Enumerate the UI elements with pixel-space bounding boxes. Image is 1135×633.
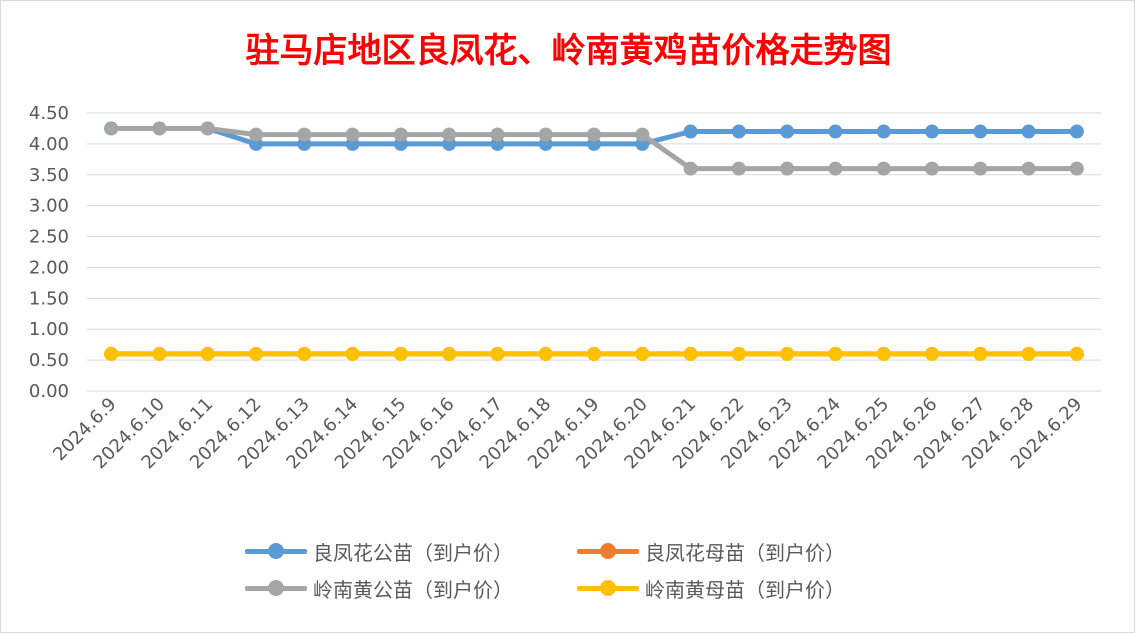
legend-swatch: [245, 533, 307, 569]
data-point: [1069, 346, 1084, 361]
data-point: [925, 124, 939, 139]
data-point: [876, 124, 891, 139]
data-point: [104, 346, 119, 361]
data-point: [490, 346, 505, 361]
legend-swatch: [577, 570, 639, 606]
data-point: [1021, 124, 1036, 139]
data-point: [538, 346, 553, 361]
data-point: [345, 346, 360, 361]
data-point: [780, 346, 795, 361]
data-point: [345, 127, 360, 142]
data-point: [393, 346, 408, 361]
data-point: [973, 346, 988, 361]
plot-area: 0.00 0.50 1.00 1.50 2.00 2.50 3.00 3.50 4.00 4.50…: [29, 103, 1101, 473]
y-tick-label: 0.50: [29, 350, 69, 371]
legend-item: 良凤花公苗（到户价）: [245, 533, 513, 569]
data-point: [249, 346, 263, 361]
data-point: [1021, 161, 1036, 176]
data-point: [1069, 124, 1084, 139]
data-point: [683, 161, 698, 176]
y-tick-label: 4.50: [29, 103, 69, 124]
data-point: [731, 124, 746, 139]
y-tick-label: 0.00: [29, 381, 69, 402]
legend-label: 良凤花公苗（到户价）: [313, 540, 513, 565]
data-point: [635, 127, 650, 142]
data-point: [973, 161, 988, 176]
data-point: [876, 346, 891, 361]
y-tick-label: 3.00: [29, 196, 69, 217]
data-point: [925, 346, 939, 361]
y-tick-label: 1.50: [29, 288, 69, 309]
data-point: [200, 346, 215, 361]
data-point: [297, 346, 312, 361]
data-point: [731, 161, 746, 176]
data-point: [152, 346, 167, 361]
data-point: [393, 127, 408, 142]
data-point: [731, 346, 746, 361]
y-tick-label: 3.50: [29, 165, 69, 186]
data-point: [828, 124, 843, 139]
legend-item: 岭南黄公苗（到户价）: [245, 570, 513, 606]
legend-label: 岭南黄母苗（到户价）: [645, 577, 845, 602]
data-point: [828, 346, 843, 361]
data-point: [925, 161, 939, 176]
y-tick-label: 2.50: [29, 227, 69, 248]
legend-item: 岭南黄母苗（到户价）: [577, 570, 845, 606]
data-point: [587, 346, 601, 361]
data-point: [249, 127, 263, 142]
data-point: [490, 127, 505, 142]
data-point: [828, 161, 843, 176]
y-tick-label: 4.00: [29, 134, 69, 155]
data-point: [104, 121, 119, 136]
legend-item: 良凤花母苗（到户价）: [577, 533, 845, 569]
data-point: [780, 161, 795, 176]
data-point: [442, 346, 457, 361]
legend-swatch: [245, 570, 307, 606]
data-point: [1021, 346, 1036, 361]
y-tick-label: 2.00: [29, 257, 69, 278]
legend-label: 良凤花母苗（到户价）: [645, 540, 845, 565]
data-point: [587, 127, 601, 142]
data-point: [876, 161, 891, 176]
chart-title: 驻马店地区良凤花、岭南黄鸡苗价格走势图: [245, 31, 892, 71]
legend-swatch: [577, 533, 639, 569]
data-point: [635, 346, 650, 361]
y-tick-label: 1.00: [29, 319, 69, 340]
data-point: [538, 127, 553, 142]
data-point: [297, 127, 312, 142]
legend-label: 岭南黄公苗（到户价）: [313, 577, 513, 602]
data-point: [200, 121, 215, 136]
data-point: [442, 127, 457, 142]
data-point: [1069, 161, 1084, 176]
data-point: [683, 346, 698, 361]
data-point: [152, 121, 167, 136]
data-point: [683, 124, 698, 139]
data-point: [973, 124, 988, 139]
data-point: [780, 124, 795, 139]
